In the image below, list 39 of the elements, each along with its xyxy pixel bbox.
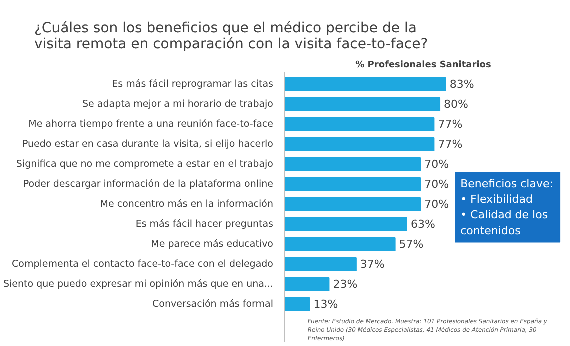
data-label: 80% [444,98,468,111]
y-tick-label: Se adapta mejor a mi horario de trabajo [82,99,274,110]
data-label: 77% [438,138,463,151]
bar [284,138,435,152]
y-tick-label: Me parece más educativo [151,239,274,250]
data-label: 70% [424,198,450,211]
bar [284,258,357,272]
bar [284,198,422,212]
y-tick-label: Me ahorra tiempo frente a una reunión face-to-face [28,119,274,130]
bar [284,98,441,112]
y-tick-label: Es más fácil reprogramar las citas [112,79,274,90]
bar [284,238,396,252]
data-label: 37% [360,258,385,271]
text: Beneficios clave: • Flexibilidad • Calidad de los contenidos [460,178,554,238]
bar [284,158,422,172]
y-tick-label: Puedo estar en casa durante la visita, si elijo hacerlo [22,139,274,150]
data-label: 83% [450,78,474,91]
data-label: 57% [399,238,424,251]
x-axis-title: % Profesionales Sanitarios [356,60,492,70]
data-label: 70% [424,178,450,191]
y-tick-label: Siento que puedo expresar mi opinión más que en una... [3,279,274,290]
bar [284,178,422,192]
bar [284,298,310,312]
chart-title: ¿Cuáles son los beneficios que el médico percibe de la visita remota en comparación con la visita face-to-face? [34,20,428,52]
data-label: 13% [314,298,338,311]
y-tick-label: Complementa el contacto face-to-face con el delegado [12,259,274,270]
data-label: 23% [333,278,358,291]
bar [284,218,408,232]
data-label: 70% [424,158,450,171]
y-tick-label: Significa que no me compromete a estar en el trabajo [16,159,274,170]
y-tick-label: Conversación más formal [152,299,274,310]
y-tick-label: Me concentro más en la información [100,199,274,210]
data-label: 63% [410,218,436,231]
y-tick-label: Poder descargar información de la plataforma online [23,179,274,190]
data-label: 77% [438,118,463,131]
bar [284,118,435,132]
y-tick-label: Es más fácil hacer preguntas [136,219,274,230]
bar [284,78,446,92]
bar [284,278,330,292]
